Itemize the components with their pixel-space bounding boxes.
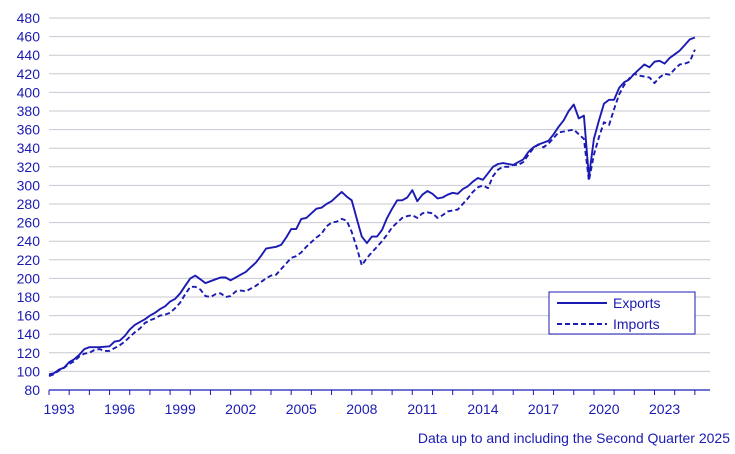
y-tick-label: 300 xyxy=(17,177,41,193)
x-axis xyxy=(48,389,710,395)
x-axis-tick-labels: 1993 1996 1999 2002 2005 2008 2011 2014 2017 2020… xyxy=(44,401,681,417)
x-tick-label: 2008 xyxy=(346,401,377,417)
legend-label-exports: Exports xyxy=(613,295,660,311)
y-tick-label: 380 xyxy=(17,103,41,119)
y-tick-label: 480 xyxy=(17,10,41,26)
x-tick-label: 2011 xyxy=(407,401,437,417)
y-tick-label: 340 xyxy=(17,140,41,156)
y-tick-label: 360 xyxy=(17,122,41,138)
x-tick-label: 1999 xyxy=(165,401,196,417)
x-tick-label: 2014 xyxy=(467,401,498,417)
y-tick-label: 100 xyxy=(17,363,41,379)
y-tick-label: 180 xyxy=(17,289,41,305)
y-axis-tick-labels: 80 100 120 140 160 180 200 220 240 260 280 300 320 34… xyxy=(17,10,41,398)
y-tick-label: 80 xyxy=(24,382,40,398)
series-lines xyxy=(48,36,696,377)
x-tick-label: 2002 xyxy=(225,401,256,417)
y-tick-label: 240 xyxy=(17,233,41,249)
y-tick-label: 400 xyxy=(17,84,41,100)
x-tick-label: 2005 xyxy=(286,401,317,417)
x-tick-label: 2020 xyxy=(588,401,619,417)
x-tick-label: 2017 xyxy=(528,401,559,417)
y-tick-label: 440 xyxy=(17,47,41,63)
y-tick-label: 200 xyxy=(17,270,41,286)
y-tick-label: 460 xyxy=(17,29,41,45)
legend-box xyxy=(548,291,696,335)
y-tick-label: 420 xyxy=(17,66,41,82)
y-tick-label: 160 xyxy=(17,308,41,324)
y-tick-label: 120 xyxy=(17,345,41,361)
y-tick-label: 220 xyxy=(17,252,41,268)
gridlines xyxy=(49,17,710,391)
x-tick-label: 2023 xyxy=(649,401,680,417)
y-tick-label: 260 xyxy=(17,215,41,231)
y-tick-label: 280 xyxy=(17,196,41,212)
y-tick-label: 140 xyxy=(17,326,41,342)
legend: Exports Imports xyxy=(548,291,696,335)
x-tick-label: 1996 xyxy=(104,401,135,417)
y-tick-label: 320 xyxy=(17,159,41,175)
legend-label-imports: Imports xyxy=(613,316,660,332)
x-tick-label: 1993 xyxy=(44,401,75,417)
footnote: Data up to and including the Second Quar… xyxy=(417,430,730,446)
